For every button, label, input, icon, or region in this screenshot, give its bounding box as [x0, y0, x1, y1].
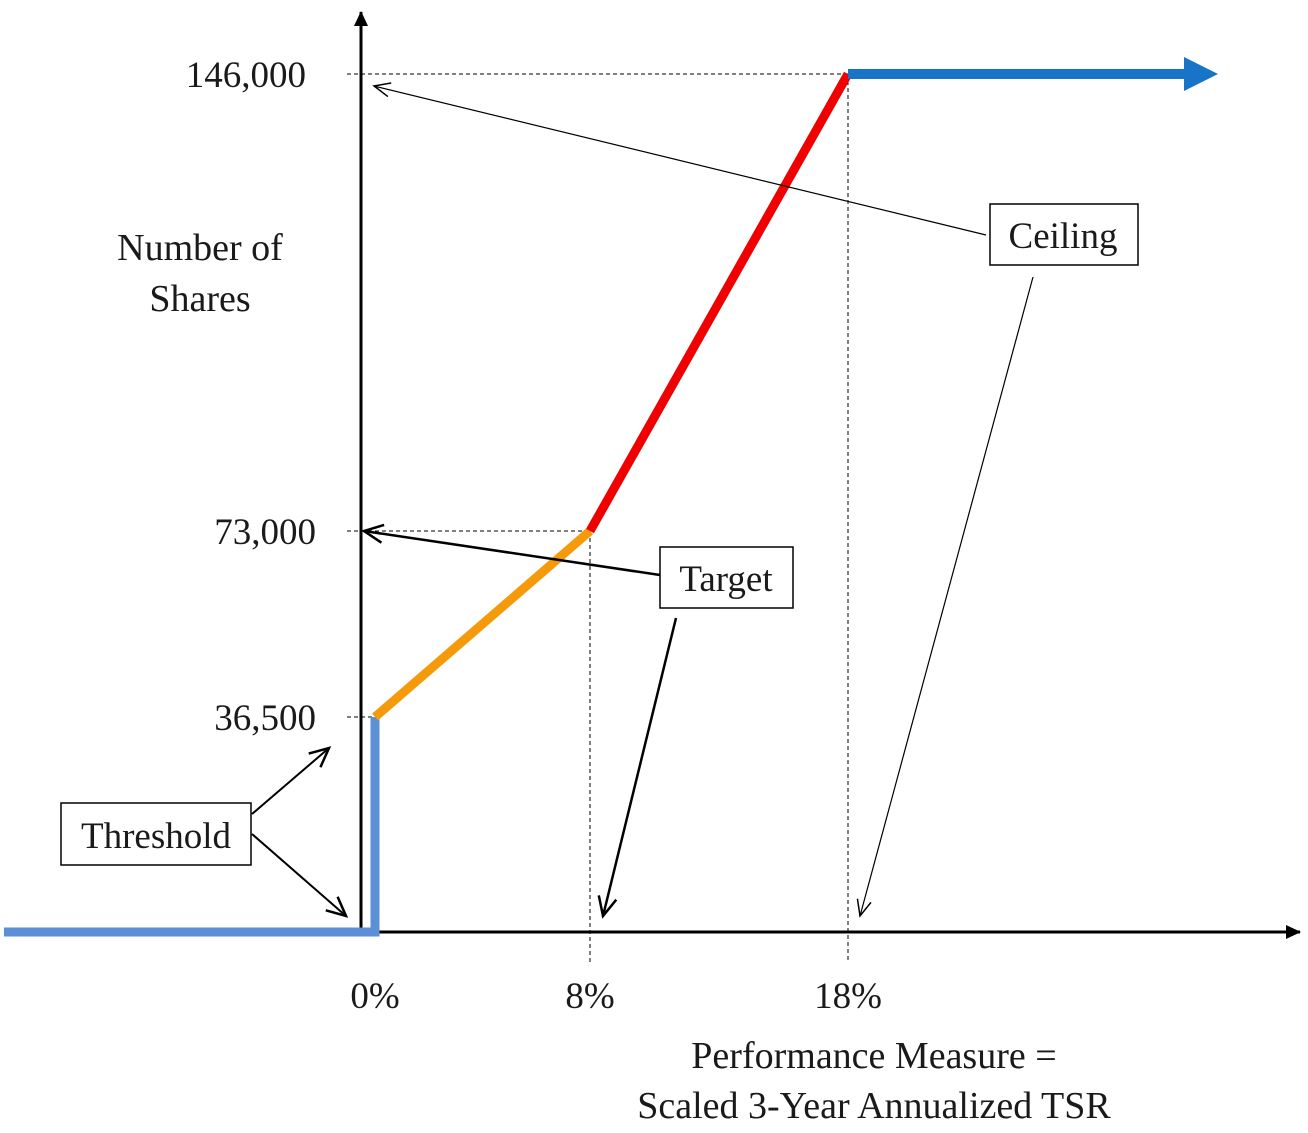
series-threshold-to-target — [372, 527, 593, 721]
y-axis-title-line-2: Shares — [149, 278, 250, 320]
y-tick-146,000: 146,000 — [186, 55, 306, 96]
ceiling-box — [989, 203, 1139, 266]
x-tick-18%: 18% — [814, 976, 882, 1017]
ceiling-label: Ceiling — [1009, 216, 1118, 257]
annotation-arrows — [251, 82, 1034, 919]
x-tick-0%: 0% — [350, 976, 399, 1017]
ceiling-arrow-to-axis — [372, 82, 987, 236]
ceiling-arrow-to-xaxis — [856, 276, 1034, 918]
target-label: Target — [679, 559, 773, 600]
threshold-box — [60, 802, 252, 866]
target-arrow-to-xaxis — [597, 617, 678, 919]
x-tick-8%: 8% — [565, 976, 614, 1017]
threshold-label: Threshold — [81, 816, 232, 857]
tick-labels: 36,500 73,000 146,000 0% 8% 18% — [186, 55, 882, 1017]
target-callout: Target — [659, 546, 794, 609]
series-below-threshold — [4, 717, 380, 937]
threshold-arrow-up — [251, 746, 332, 815]
series-target-to-ceiling — [586, 71, 852, 534]
threshold-callout: Threshold — [60, 802, 252, 866]
series-above-ceiling-arrowhead — [1184, 57, 1218, 91]
series-group — [4, 57, 1218, 937]
target-box — [659, 546, 794, 609]
x-axis-title-line-1: Performance Measure = — [691, 1035, 1056, 1077]
y-axis-title-line-1: Number of — [117, 227, 283, 269]
y-tick-36,500: 36,500 — [214, 698, 316, 739]
threshold-arrow-down — [251, 833, 349, 918]
target-arrow-to-axis — [361, 523, 661, 577]
x-axis-title-line-2: Scaled 3-Year Annualized TSR — [637, 1085, 1111, 1127]
y-tick-73,000: 73,000 — [214, 512, 316, 553]
ceiling-callout: Ceiling — [989, 203, 1139, 266]
